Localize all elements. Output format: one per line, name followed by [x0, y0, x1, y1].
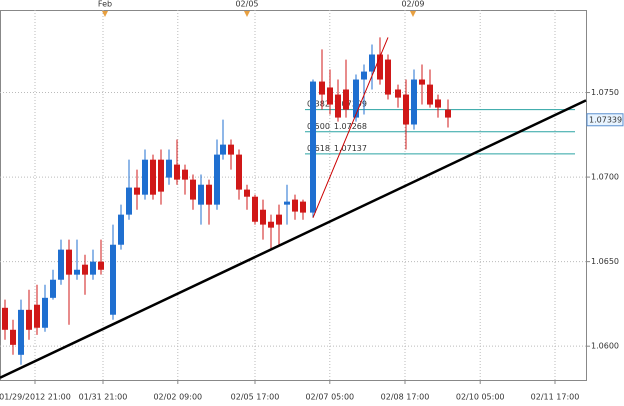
candle-body — [310, 81, 316, 213]
candle-body — [445, 109, 451, 118]
candle-body — [220, 144, 226, 155]
candle-body — [385, 59, 391, 95]
x-tick-label: 02/10 05:00 — [456, 393, 505, 402]
candle-body — [10, 329, 16, 345]
fib-price: 1.07137 — [334, 143, 367, 152]
fib-ratio: 0.618 — [307, 143, 330, 152]
candle-body — [292, 199, 298, 212]
candle-body — [284, 201, 290, 205]
y-tick-label: 1.0650 — [591, 257, 619, 266]
candle-body — [174, 164, 180, 180]
candle-body — [198, 184, 204, 205]
candle-body — [369, 54, 375, 72]
candle-body — [403, 94, 409, 125]
candle-body — [214, 154, 220, 205]
candle-body — [134, 187, 140, 195]
candle-body — [206, 184, 212, 205]
candle-body — [260, 209, 266, 225]
candle-body — [300, 201, 306, 213]
x-tick-label: 02/07 05:00 — [305, 393, 354, 402]
candle-body — [377, 54, 383, 80]
candle-body — [118, 214, 124, 245]
candle-body — [110, 244, 116, 315]
candle-body — [276, 214, 282, 225]
price-tag — [586, 113, 624, 127]
candle-body — [26, 309, 32, 330]
fib-label: 0.382 1.07399 — [307, 99, 367, 108]
candle-body — [182, 169, 188, 180]
fib-label: 0.618 1.07137 — [307, 143, 367, 152]
price-tag-label: 1.07339 — [589, 115, 622, 124]
fib-ratio: 0.382 — [307, 99, 330, 108]
candle-body — [58, 249, 64, 280]
fib-label: 0.500 1.07268 — [307, 121, 367, 130]
candle-body — [244, 189, 250, 197]
x-tick-label: 02/11 17:00 — [531, 393, 580, 402]
top-marker-label: Feb — [98, 0, 112, 9]
candle-body — [335, 94, 341, 118]
candle-body — [228, 144, 234, 155]
fib-price: 1.07268 — [334, 121, 367, 130]
fib-line — [312, 37, 389, 218]
top-marker-label: 02/05 — [235, 0, 258, 9]
plot-frame — [0, 10, 587, 381]
top-marker — [244, 11, 250, 17]
candle-body — [236, 154, 242, 190]
trendline — [0, 99, 587, 379]
candle-body — [419, 79, 425, 85]
candle-body — [42, 297, 48, 328]
x-tick-label: 01/31 21:00 — [79, 393, 128, 402]
candle-body — [82, 264, 88, 275]
candle-body — [327, 87, 333, 105]
candle-body — [435, 99, 441, 108]
candle-body — [395, 89, 401, 98]
candle-body — [126, 187, 132, 215]
candle-body — [166, 159, 172, 178]
top-marker-label: 02/09 — [401, 0, 424, 9]
candle-body — [34, 304, 40, 328]
candle-body — [427, 84, 433, 105]
fib-ratio: 0.500 — [307, 121, 330, 130]
candle-body — [66, 249, 72, 275]
x-tick-label: 02/02 09:00 — [153, 393, 202, 402]
y-tick-label: 1.0600 — [591, 342, 619, 351]
y-tick-label: 1.0700 — [591, 173, 619, 182]
candle-body — [150, 159, 156, 195]
x-tick-label: 02/05 17:00 — [231, 393, 280, 402]
candle-body — [2, 307, 8, 330]
candle-body — [158, 159, 164, 192]
x-tick-label: 01/29/2012 21:00 — [0, 393, 71, 402]
candle-body — [411, 79, 417, 125]
candle-body — [319, 81, 325, 95]
fib-price: 1.07399 — [334, 99, 367, 108]
candle-body — [50, 279, 56, 298]
candle-body — [252, 196, 258, 222]
candle-body — [18, 309, 24, 355]
candle-body — [343, 89, 349, 110]
top-marker — [102, 11, 108, 17]
candle-body — [353, 79, 359, 118]
candle-body — [268, 221, 274, 228]
x-tick-label: 02/08 17:00 — [381, 393, 430, 402]
candle-body — [90, 261, 96, 275]
candle-body — [74, 269, 80, 275]
candle-body — [142, 159, 148, 195]
candle-body — [361, 71, 367, 80]
candle-body — [98, 261, 104, 270]
candle-body — [190, 179, 196, 200]
y-tick-label: 1.0750 — [591, 88, 619, 97]
top-marker — [410, 11, 416, 17]
